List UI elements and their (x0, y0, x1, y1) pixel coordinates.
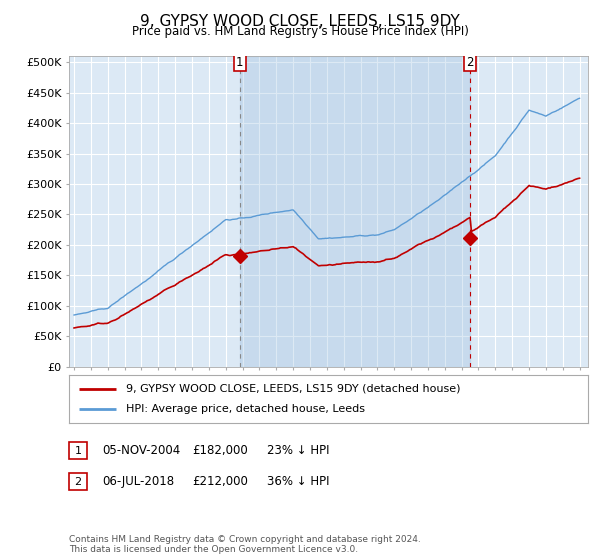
Text: 9, GYPSY WOOD CLOSE, LEEDS, LS15 9DY: 9, GYPSY WOOD CLOSE, LEEDS, LS15 9DY (140, 14, 460, 29)
Text: 36% ↓ HPI: 36% ↓ HPI (267, 475, 329, 488)
Text: Contains HM Land Registry data © Crown copyright and database right 2024.
This d: Contains HM Land Registry data © Crown c… (69, 535, 421, 554)
Text: 1: 1 (236, 55, 244, 68)
Text: 2: 2 (466, 55, 474, 68)
Text: HPI: Average price, detached house, Leeds: HPI: Average price, detached house, Leed… (126, 404, 365, 414)
Text: 05-NOV-2004: 05-NOV-2004 (102, 444, 180, 458)
Text: £212,000: £212,000 (192, 475, 248, 488)
Text: 06-JUL-2018: 06-JUL-2018 (102, 475, 174, 488)
Text: £182,000: £182,000 (192, 444, 248, 458)
FancyBboxPatch shape (464, 53, 476, 71)
Bar (240, 56, 470, 367)
Text: Price paid vs. HM Land Registry's House Price Index (HPI): Price paid vs. HM Land Registry's House … (131, 25, 469, 38)
Text: 23% ↓ HPI: 23% ↓ HPI (267, 444, 329, 458)
Text: 2: 2 (74, 477, 82, 487)
Text: 1: 1 (74, 446, 82, 456)
FancyBboxPatch shape (234, 53, 246, 71)
Text: 9, GYPSY WOOD CLOSE, LEEDS, LS15 9DY (detached house): 9, GYPSY WOOD CLOSE, LEEDS, LS15 9DY (de… (126, 384, 461, 394)
